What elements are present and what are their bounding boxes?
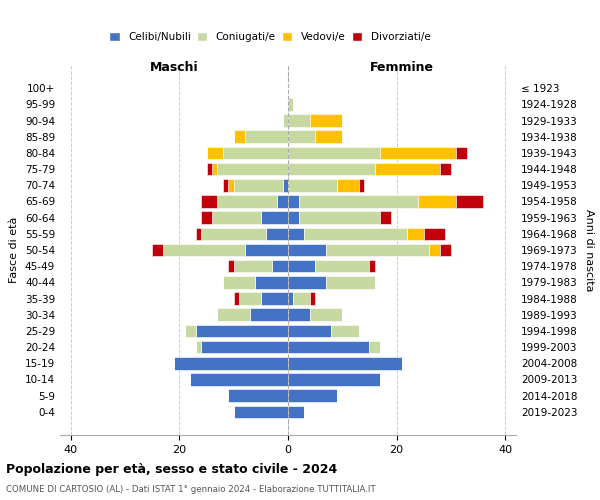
Bar <box>288 114 310 127</box>
Bar <box>239 292 261 305</box>
Bar <box>288 324 331 337</box>
Bar <box>304 228 407 240</box>
Y-axis label: Anni di nascita: Anni di nascita <box>584 209 594 291</box>
Bar <box>288 292 293 305</box>
Bar <box>250 308 288 321</box>
Bar <box>223 179 228 192</box>
Bar <box>152 244 163 256</box>
Bar <box>299 212 380 224</box>
Bar <box>407 228 424 240</box>
Bar <box>288 98 293 110</box>
Bar <box>288 130 315 143</box>
Bar <box>185 324 196 337</box>
Bar <box>288 390 337 402</box>
Bar <box>380 212 391 224</box>
Bar <box>456 195 484 208</box>
Bar <box>201 195 217 208</box>
Bar <box>223 276 256 288</box>
Bar <box>288 260 315 272</box>
Bar <box>299 195 418 208</box>
Bar <box>228 260 234 272</box>
Bar <box>326 276 375 288</box>
Bar <box>288 179 337 192</box>
Bar <box>326 244 429 256</box>
Bar <box>288 276 326 288</box>
Bar <box>201 212 212 224</box>
Bar <box>370 341 380 353</box>
Bar <box>380 146 456 159</box>
Bar <box>310 308 342 321</box>
Bar <box>206 146 223 159</box>
Bar <box>234 406 288 418</box>
Text: Popolazione per età, sesso e stato civile - 2024: Popolazione per età, sesso e stato civil… <box>6 462 337 475</box>
Y-axis label: Fasce di età: Fasce di età <box>10 217 19 283</box>
Bar <box>288 373 380 386</box>
Bar <box>277 195 288 208</box>
Bar <box>310 114 342 127</box>
Bar <box>245 130 288 143</box>
Bar <box>359 179 364 192</box>
Bar <box>174 357 288 370</box>
Bar <box>375 163 440 175</box>
Bar <box>288 406 304 418</box>
Bar <box>196 324 288 337</box>
Bar <box>228 179 234 192</box>
Bar <box>456 146 467 159</box>
Bar <box>245 244 288 256</box>
Bar <box>288 195 299 208</box>
Bar <box>206 163 212 175</box>
Bar <box>217 195 277 208</box>
Text: COMUNE DI CARTOSIO (AL) - Dati ISTAT 1° gennaio 2024 - Elaborazione TUTTITALIA.I: COMUNE DI CARTOSIO (AL) - Dati ISTAT 1° … <box>6 485 376 494</box>
Bar <box>201 341 288 353</box>
Legend: Celibi/Nubili, Coniugati/e, Vedovi/e, Divorziati/e: Celibi/Nubili, Coniugati/e, Vedovi/e, Di… <box>105 28 434 46</box>
Bar <box>234 130 245 143</box>
Bar <box>288 146 380 159</box>
Bar <box>228 390 288 402</box>
Bar <box>370 260 375 272</box>
Bar <box>217 308 250 321</box>
Bar <box>418 195 456 208</box>
Bar <box>212 163 217 175</box>
Bar <box>261 212 288 224</box>
Bar <box>288 341 370 353</box>
Bar <box>234 292 239 305</box>
Bar <box>337 179 359 192</box>
Bar <box>201 228 266 240</box>
Bar <box>288 163 375 175</box>
Bar <box>196 228 201 240</box>
Bar <box>190 373 288 386</box>
Bar <box>196 341 201 353</box>
Bar <box>261 292 288 305</box>
Bar <box>272 260 288 272</box>
Bar <box>288 308 310 321</box>
Bar <box>315 260 370 272</box>
Bar <box>440 244 451 256</box>
Bar <box>256 276 288 288</box>
Bar <box>429 244 440 256</box>
Bar <box>315 130 342 143</box>
Bar <box>212 212 261 224</box>
Bar <box>288 228 304 240</box>
Bar <box>163 244 245 256</box>
Bar <box>283 179 288 192</box>
Bar <box>424 228 445 240</box>
Bar <box>266 228 288 240</box>
Bar <box>217 163 288 175</box>
Bar <box>223 146 288 159</box>
Bar <box>234 260 272 272</box>
Bar <box>331 324 359 337</box>
Bar <box>288 357 402 370</box>
Bar <box>440 163 451 175</box>
Bar <box>234 179 283 192</box>
Bar <box>310 292 315 305</box>
Bar <box>293 292 310 305</box>
Bar <box>288 212 299 224</box>
Text: Maschi: Maschi <box>149 62 199 74</box>
Bar <box>283 114 288 127</box>
Text: Femmine: Femmine <box>370 62 434 74</box>
Bar <box>288 244 326 256</box>
